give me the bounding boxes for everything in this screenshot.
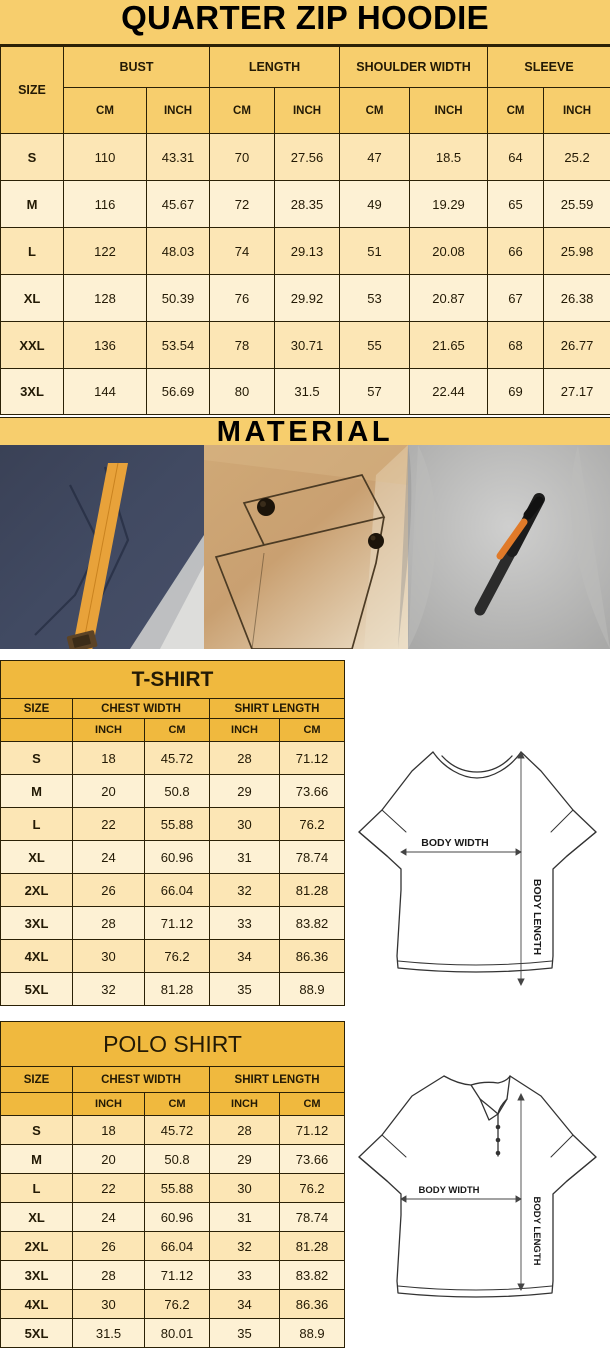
svg-text:BODY LENGTH: BODY LENGTH <box>531 1197 542 1266</box>
svg-text:BODY LENGTH: BODY LENGTH <box>531 879 543 955</box>
svg-text:BODY WIDTH: BODY WIDTH <box>418 1185 479 1196</box>
svg-text:BODY WIDTH: BODY WIDTH <box>421 837 488 849</box>
